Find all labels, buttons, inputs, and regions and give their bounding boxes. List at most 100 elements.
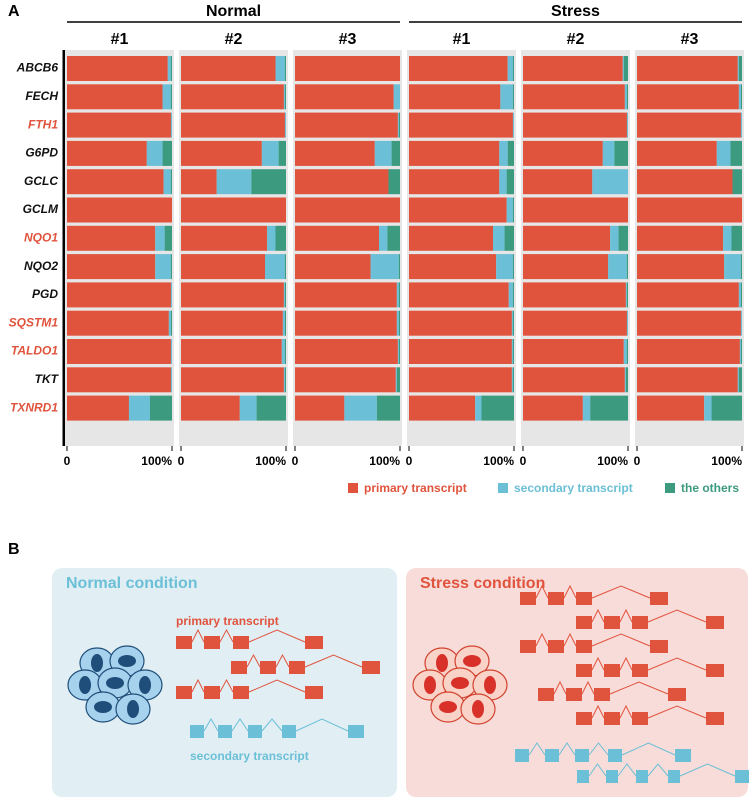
exon (545, 749, 559, 762)
intron (679, 763, 736, 777)
primary-label: primary transcript (176, 614, 279, 628)
bar-segment (409, 310, 512, 336)
exon (576, 640, 592, 653)
exon (566, 688, 582, 701)
x-tick-label: 0 (520, 454, 527, 468)
bar-segment (637, 197, 742, 223)
bar-segment (162, 84, 171, 110)
bar-segment (181, 112, 285, 138)
bar-segment (170, 339, 172, 364)
bar-segment (295, 225, 379, 251)
x-tick-label: 100% (597, 454, 628, 468)
exon (260, 661, 276, 674)
x-tick-label: 0 (406, 454, 413, 468)
exon (577, 770, 589, 783)
bar-segment (181, 84, 284, 110)
bar-segment (624, 367, 626, 393)
bar-segment (409, 197, 507, 223)
x-tick-label: 0 (634, 454, 641, 468)
bar-segment (592, 169, 628, 195)
bar-segment (162, 140, 172, 166)
legend-label: primary transcript (364, 481, 467, 495)
y-tick-label: NQO2 (24, 259, 58, 273)
exon (515, 749, 529, 762)
x-tick-label: 100% (483, 454, 514, 468)
bar-segment (637, 112, 741, 138)
bar-segment (149, 395, 172, 421)
bar-segment (512, 112, 514, 138)
nucleus (439, 701, 457, 713)
exon (176, 686, 192, 699)
bar-segment (283, 282, 285, 308)
bar-segment (610, 225, 619, 251)
bar-segment (626, 84, 628, 110)
bar-segment (284, 56, 286, 81)
y-tick-label: PGD (32, 287, 58, 301)
nucleus (127, 700, 139, 718)
bar-segment (284, 254, 286, 280)
bar-segment (163, 169, 171, 195)
bar-segment (295, 56, 400, 81)
bar-segment (295, 197, 400, 223)
bar-segment (511, 367, 513, 393)
nucleus (484, 676, 496, 694)
exon (632, 664, 648, 677)
legend-label: secondary transcript (514, 481, 633, 495)
bar-segment (396, 282, 399, 308)
bar-segment (391, 140, 400, 166)
bar-segment (67, 112, 171, 138)
bar-segment (711, 395, 742, 421)
y-tick-label: SQSTM1 (9, 315, 59, 329)
bar-segment (393, 84, 400, 110)
exon (636, 770, 648, 783)
intron (647, 609, 707, 623)
bar-segment (523, 310, 627, 336)
bar-segment (398, 254, 400, 280)
bar-segment (67, 367, 171, 393)
normal-box (52, 568, 397, 797)
bar-segment (500, 84, 513, 110)
nucleus (436, 654, 448, 672)
exon (248, 725, 262, 738)
bar-segment (275, 225, 286, 251)
bar-segment (281, 339, 285, 364)
nucleus (106, 677, 124, 689)
intron (553, 680, 567, 695)
bar-segment (738, 282, 741, 308)
bar-segment (637, 140, 717, 166)
bar-segment (409, 339, 512, 364)
bar-segment (740, 339, 742, 364)
bar-segment (396, 310, 399, 336)
bar-segment (284, 367, 286, 393)
bar-segment (582, 395, 591, 421)
intron (558, 742, 576, 756)
exon (190, 725, 204, 738)
bar-segment (295, 367, 396, 393)
intron (591, 656, 605, 671)
bar-segment (523, 112, 627, 138)
bar-segment (737, 367, 739, 393)
panel-title: #1 (111, 31, 129, 48)
bar-segment (374, 140, 392, 166)
bar-segment (512, 367, 514, 393)
bar-segment (496, 254, 513, 280)
intron (621, 742, 676, 756)
bar-segment (397, 339, 399, 364)
bar-segment (637, 225, 724, 251)
y-tick-label: NQO1 (24, 230, 58, 244)
bar-segment (512, 254, 514, 280)
x-tick-label: 100% (369, 454, 400, 468)
bar-segment (618, 225, 628, 251)
x-tick-label: 100% (255, 454, 286, 468)
bar-segment (493, 225, 505, 251)
bar-segment (626, 282, 628, 308)
y-tick-label: FTH1 (28, 117, 58, 131)
intron (647, 705, 707, 719)
bar-segment (704, 395, 712, 421)
y-tick-label: GCLM (23, 202, 59, 216)
exon (675, 749, 691, 762)
x-tick-label: 100% (711, 454, 742, 468)
bar-segment (626, 112, 628, 138)
intron (219, 628, 234, 643)
exon (233, 636, 249, 649)
